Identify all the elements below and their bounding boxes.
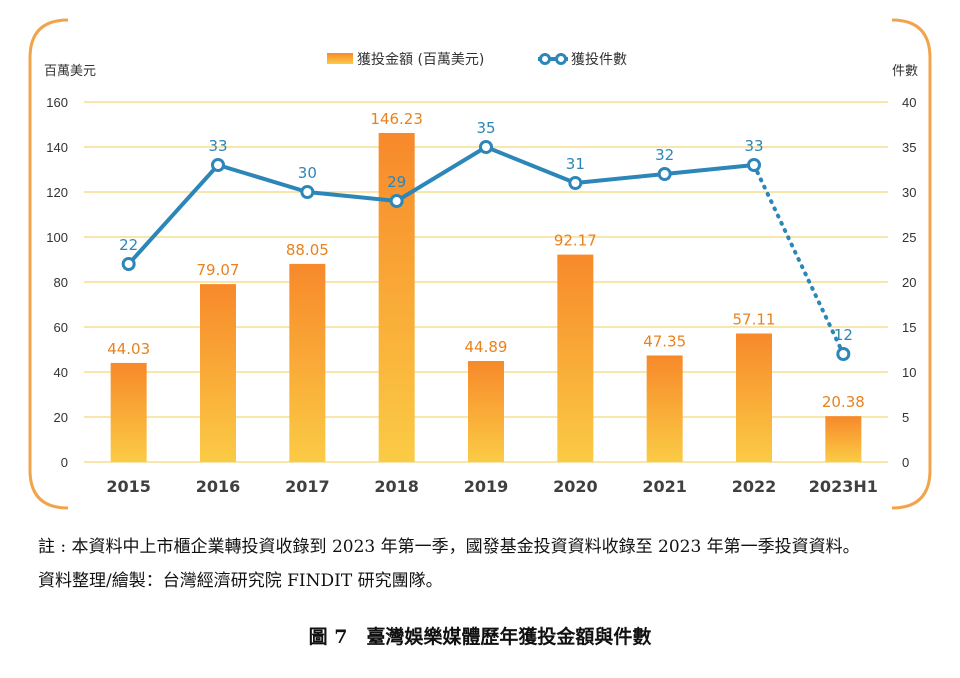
y-right-tick-label: 30 — [902, 185, 916, 200]
x-category-label: 2018 — [374, 477, 419, 496]
figure-caption: 圖 7 臺灣娛樂媒體歷年獲投金額與件數 — [308, 626, 652, 648]
y-right-tick-label: 0 — [902, 455, 909, 470]
data-source-note: 註 : 本資料中上市櫃企業轉投資收錄到 2023 年第一季，國發基金投資資料收錄… — [38, 537, 860, 557]
y-right-tick-label: 35 — [902, 140, 916, 155]
count-marker — [747, 158, 761, 172]
y-left-tick-label: 60 — [54, 320, 68, 335]
x-category-label: 2017 — [285, 477, 330, 496]
count-value-label: 31 — [566, 155, 585, 173]
x-category-label: 2022 — [732, 477, 777, 496]
y-left-tick-label: 120 — [46, 185, 68, 200]
count-marker — [657, 167, 672, 181]
y-left-tick-label: 80 — [54, 275, 68, 290]
investment-chart: 44.03 79.07 88.05 146.23 44.89 92.17 47.35 57.1… — [28, 18, 932, 510]
bar-value-label: 79.07 — [197, 261, 240, 279]
bar — [646, 355, 683, 462]
credit-note: 資料整理/繪製：台灣經濟研究院 FINDIT 研究團隊。 — [38, 571, 443, 591]
count-marker — [389, 194, 404, 208]
x-category-label: 2019 — [464, 477, 509, 496]
legend-marker-icon — [555, 53, 567, 65]
bar-value-label: 44.03 — [107, 340, 150, 358]
count-value-label: 33 — [744, 137, 763, 155]
legend-bar-label: 獲投金額 (百萬美元) — [357, 52, 484, 68]
x-category-label: 2016 — [196, 477, 241, 496]
bar-value-label: 146.23 — [370, 110, 423, 128]
bar-value-label: 20.38 — [822, 393, 865, 411]
count-marker — [568, 176, 583, 190]
bar — [289, 263, 326, 462]
bar-value-label: 92.17 — [554, 232, 597, 250]
y-right-tick-label: 15 — [902, 320, 916, 335]
y-right-tick-label: 25 — [902, 230, 916, 245]
y-left-tick-label: 140 — [46, 140, 68, 155]
legend-bar-swatch — [327, 53, 353, 64]
x-category-label: 2020 — [553, 477, 598, 496]
count-value-label: 30 — [298, 164, 317, 182]
count-marker — [121, 257, 136, 271]
y-right-tick-label: 20 — [902, 275, 916, 290]
y-left-axis-label: 百萬美元 — [44, 64, 96, 79]
frame-bracket-right — [891, 18, 932, 510]
count-marker — [836, 347, 851, 361]
count-value-label: 22 — [119, 236, 138, 254]
y-right-axis-label: 件數 — [892, 64, 918, 79]
y-left-tick-label: 0 — [61, 455, 68, 470]
x-category-label: 2023H1 — [809, 477, 878, 496]
bar — [736, 333, 772, 462]
count-line-dotted — [752, 163, 846, 356]
bar-value-label: 44.89 — [465, 338, 508, 356]
x-category-label: 2015 — [106, 477, 151, 496]
x-category-label: 2021 — [642, 477, 687, 496]
y-right-tick-label: 5 — [902, 410, 909, 425]
bar — [110, 362, 147, 462]
legend-line-label: 獲投件數 — [571, 52, 627, 68]
bar-value-label: 57.11 — [733, 311, 776, 329]
y-left-tick-label: 40 — [54, 365, 68, 380]
legend-marker-icon — [539, 53, 551, 65]
frame-bracket-left — [28, 18, 69, 510]
count-marker — [300, 185, 315, 199]
bar — [825, 416, 862, 462]
y-left-tick-label: 100 — [46, 230, 68, 245]
count-value-label: 29 — [387, 173, 406, 191]
count-marker — [479, 140, 493, 154]
count-line — [127, 145, 755, 266]
y-left-tick-label: 20 — [54, 410, 68, 425]
bar-value-label: 88.05 — [286, 241, 329, 259]
bar — [557, 254, 594, 462]
count-value-label: 32 — [655, 146, 674, 164]
y-right-tick-label: 40 — [902, 95, 916, 110]
bar — [378, 132, 415, 463]
bar — [200, 284, 236, 462]
y-right-tick-label: 10 — [902, 365, 916, 380]
count-value-label: 35 — [476, 119, 495, 137]
count-value-label: 33 — [208, 137, 227, 155]
count-marker — [211, 158, 225, 172]
bar — [468, 360, 504, 462]
bar-value-label: 47.35 — [643, 332, 686, 350]
y-left-tick-label: 160 — [46, 95, 68, 110]
count-value-label: 12 — [834, 326, 853, 344]
